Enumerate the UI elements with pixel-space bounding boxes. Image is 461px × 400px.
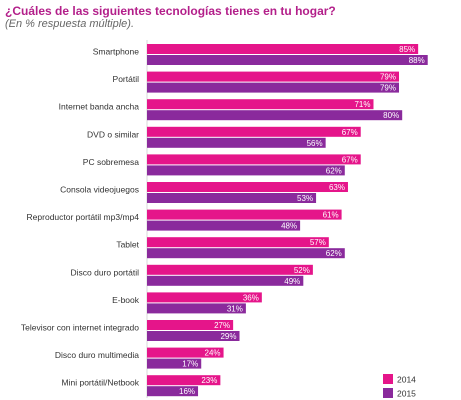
bar-2015 bbox=[147, 55, 428, 65]
legend-label: 2014 bbox=[397, 375, 416, 385]
bar-2015 bbox=[147, 110, 403, 121]
data-label: 71% bbox=[354, 100, 370, 109]
legend-swatch bbox=[383, 388, 393, 398]
bar-2014 bbox=[147, 71, 400, 82]
category-label: Disco duro multimedia bbox=[55, 350, 139, 360]
data-label: 62% bbox=[326, 249, 342, 258]
bar-2014 bbox=[147, 209, 342, 220]
data-label: 29% bbox=[220, 332, 236, 341]
chart-title: ¿Cuáles de las siguientes tecnologías ti… bbox=[5, 4, 336, 18]
category-label: Televisor con internet integrado bbox=[21, 323, 139, 333]
bar-2014 bbox=[147, 292, 262, 303]
bar-2014 bbox=[147, 264, 313, 275]
bar-2014 bbox=[147, 99, 374, 110]
bar-2015 bbox=[147, 248, 345, 259]
category-label: Portátil bbox=[113, 74, 140, 84]
data-label: 63% bbox=[329, 183, 345, 192]
data-label: 52% bbox=[294, 266, 310, 275]
bar-2015 bbox=[147, 331, 240, 341]
chart-subtitle: (En % respuesta múltiple). bbox=[5, 18, 134, 30]
data-label: 27% bbox=[214, 321, 230, 330]
category-label: Disco duro portátil bbox=[70, 267, 139, 277]
data-label: 17% bbox=[182, 360, 198, 369]
bar-2015 bbox=[147, 358, 202, 369]
data-label: 48% bbox=[281, 222, 297, 231]
bar-2015 bbox=[147, 137, 326, 148]
bar-2015 bbox=[147, 220, 301, 231]
category-label: DVD o similar bbox=[87, 129, 139, 139]
bar-2015 bbox=[147, 82, 400, 93]
data-label: 56% bbox=[307, 139, 323, 148]
data-label: 36% bbox=[243, 293, 259, 302]
category-label: Tablet bbox=[116, 240, 139, 250]
bar-2014 bbox=[147, 154, 361, 165]
legend-swatch bbox=[383, 374, 393, 384]
bar-2014 bbox=[147, 375, 221, 386]
category-label: PC sobremesa bbox=[83, 157, 139, 167]
legend-label: 2015 bbox=[397, 389, 416, 399]
category-label: E-book bbox=[112, 295, 140, 305]
bar-2015 bbox=[147, 275, 304, 286]
bar-2014 bbox=[147, 237, 329, 248]
data-label: 61% bbox=[323, 211, 339, 220]
category-label: Smartphone bbox=[93, 47, 140, 57]
bar-2015 bbox=[147, 386, 199, 397]
bars-layer: Smartphone 85% 88% Portátil 79% 79% Internet b… bbox=[21, 44, 428, 397]
data-label: 79% bbox=[380, 73, 396, 82]
data-label: 67% bbox=[342, 155, 358, 164]
bar-2014 bbox=[147, 347, 224, 358]
data-label: 31% bbox=[227, 304, 243, 313]
data-label: 23% bbox=[201, 376, 217, 385]
category-label: Mini portátil/Netbook bbox=[62, 378, 140, 388]
bar-2014 bbox=[147, 44, 419, 54]
data-label: 62% bbox=[326, 166, 342, 175]
category-label: Reproductor portátil mp3/mp4 bbox=[27, 212, 140, 222]
data-label: 85% bbox=[399, 45, 415, 54]
bar-2015 bbox=[147, 165, 345, 176]
data-label: 67% bbox=[342, 128, 358, 137]
data-label: 53% bbox=[297, 194, 313, 203]
bar-2014 bbox=[147, 182, 348, 192]
category-label: Consola videojuegos bbox=[60, 185, 139, 195]
data-label: 57% bbox=[310, 238, 326, 247]
data-label: 88% bbox=[409, 56, 425, 65]
bar-2015 bbox=[147, 193, 317, 203]
data-label: 49% bbox=[284, 277, 300, 286]
legend: 2014 2015 bbox=[383, 374, 416, 399]
data-label: 24% bbox=[205, 349, 221, 358]
data-label: 16% bbox=[179, 387, 195, 396]
category-label: Internet banda ancha bbox=[59, 102, 140, 112]
data-label: 80% bbox=[383, 111, 399, 120]
bar-2014 bbox=[147, 126, 361, 137]
bar-2014 bbox=[147, 320, 234, 330]
bar-2015 bbox=[147, 303, 246, 314]
data-label: 79% bbox=[380, 84, 396, 93]
